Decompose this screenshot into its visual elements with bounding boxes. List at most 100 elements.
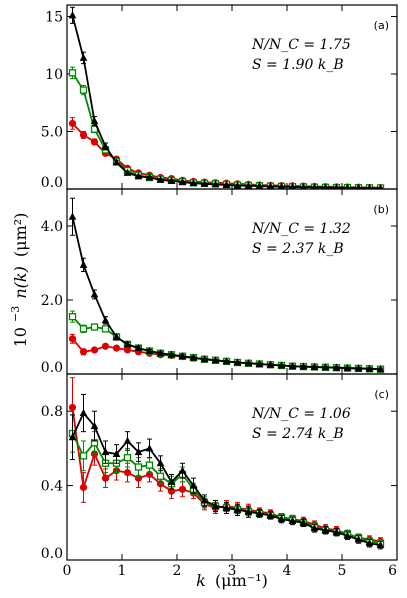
data-point-triangle <box>178 177 187 186</box>
data-point-triangle <box>365 364 374 372</box>
data-point-triangle <box>289 182 296 189</box>
y-tick-label: 0.4 <box>41 479 63 495</box>
y-tick-label: 5.0 <box>41 125 63 141</box>
panel-1: 0.0 2.0 4.0 (b) N/N_C = 1.32 S = 2.37 k_B <box>41 188 398 376</box>
data-point-triangle <box>134 172 143 180</box>
panel-annotation: N/N_C = 1.06 <box>251 406 351 422</box>
data-point-triangle <box>167 477 176 485</box>
data-point-triangle <box>321 363 330 371</box>
data-point-triangle <box>79 260 88 268</box>
data-point-triangle <box>288 516 297 524</box>
data-point-triangle <box>178 466 187 474</box>
data-point-triangle <box>68 11 77 19</box>
y-tick-label: 0.8 <box>41 404 63 420</box>
data-point-square <box>101 325 110 333</box>
data-point-square <box>156 472 165 480</box>
series-circle <box>68 117 385 189</box>
data-point-triangle <box>299 518 308 526</box>
x-axis-ticks: 0 1 2 3 4 5 6 <box>63 563 398 579</box>
data-point-triangle <box>233 505 242 513</box>
data-area <box>68 6 385 189</box>
data-point-triangle <box>167 350 176 358</box>
panel-annotation: S = 1.90 k_B <box>252 57 344 73</box>
data-point-triangle <box>310 362 319 370</box>
data-point-triangle <box>266 511 275 519</box>
data-point-triangle <box>200 355 209 363</box>
data-point-square <box>123 454 132 462</box>
data-point-triangle <box>90 290 99 298</box>
data-point-triangle <box>277 514 286 523</box>
y-tick-label: 2.0 <box>41 293 63 309</box>
data-point-triangle <box>79 408 88 417</box>
data-point-circle <box>68 335 77 343</box>
y-tick-label: 15 <box>45 10 63 26</box>
data-point-triangle <box>278 182 285 189</box>
data-point-triangle <box>68 433 77 441</box>
data-point-triangle <box>355 183 362 189</box>
data-point-square <box>79 325 88 333</box>
series-line <box>71 122 381 189</box>
data-point-triangle <box>101 447 110 456</box>
data-point-triangle <box>288 362 297 370</box>
data-point-triangle <box>344 183 351 189</box>
data-point-triangle <box>255 359 264 368</box>
data-point-triangle <box>354 364 363 372</box>
series-triangle <box>68 197 385 373</box>
x-tick-label: 1 <box>118 563 127 579</box>
y-tick-label: 0.0 <box>41 175 63 191</box>
data-point-triangle <box>300 182 307 189</box>
x-axis-label: k (μm⁻¹) <box>196 571 268 590</box>
data-point-triangle <box>222 503 231 511</box>
data-point-triangle <box>244 507 253 515</box>
data-point-triangle <box>189 353 198 361</box>
x-axis-label-k: k <box>196 571 206 590</box>
series-triangle <box>68 393 385 550</box>
data-point-triangle <box>277 361 286 369</box>
data-point-circle <box>178 485 187 493</box>
data-point-circle <box>68 403 77 412</box>
data-point-triangle <box>101 316 110 324</box>
data-point-square <box>79 452 88 460</box>
data-point-triangle <box>211 356 220 364</box>
data-point-circle <box>123 346 132 354</box>
x-tick-label: 4 <box>283 563 292 579</box>
data-point-triangle <box>222 357 231 365</box>
data-area <box>68 377 385 550</box>
data-point-circle <box>79 483 88 492</box>
x-tick-label: 6 <box>388 563 397 579</box>
data-point-triangle <box>189 179 198 187</box>
data-point-triangle <box>376 540 385 549</box>
data-area <box>68 197 385 373</box>
data-point-triangle <box>310 524 319 532</box>
data-point-circle <box>101 342 110 350</box>
data-point-triangle <box>266 182 275 189</box>
x-tick-label: 3 <box>228 563 237 579</box>
data-point-triangle <box>145 173 154 181</box>
y-axis-label: 10 −3 n(k) (μm²) <box>4 213 30 348</box>
data-point-triangle <box>200 496 209 504</box>
panel-label: (a) <box>374 19 389 32</box>
data-point-triangle <box>189 481 198 489</box>
data-point-circle <box>90 138 99 146</box>
data-point-triangle <box>366 183 373 189</box>
data-point-square <box>79 86 88 94</box>
data-point-triangle <box>156 175 165 183</box>
data-point-triangle <box>156 349 165 357</box>
data-point-triangle <box>200 179 209 187</box>
data-point-triangle <box>377 183 384 189</box>
data-point-triangle <box>244 181 253 189</box>
data-point-square <box>134 463 143 471</box>
data-point-triangle <box>156 459 165 467</box>
data-point-triangle <box>79 53 88 61</box>
data-point-circle <box>68 119 77 128</box>
data-point-triangle <box>343 363 352 372</box>
y-tick-label: 10 <box>45 67 63 83</box>
data-point-triangle <box>255 181 264 189</box>
data-point-triangle <box>333 183 340 189</box>
panel-annotation: S = 2.74 k_B <box>252 426 344 442</box>
panel-label: (b) <box>373 203 389 216</box>
y-axis-label-prefix: 10 <box>11 327 30 347</box>
data-point-triangle <box>145 346 154 355</box>
data-point-triangle <box>134 447 143 456</box>
data-point-triangle <box>211 501 220 510</box>
